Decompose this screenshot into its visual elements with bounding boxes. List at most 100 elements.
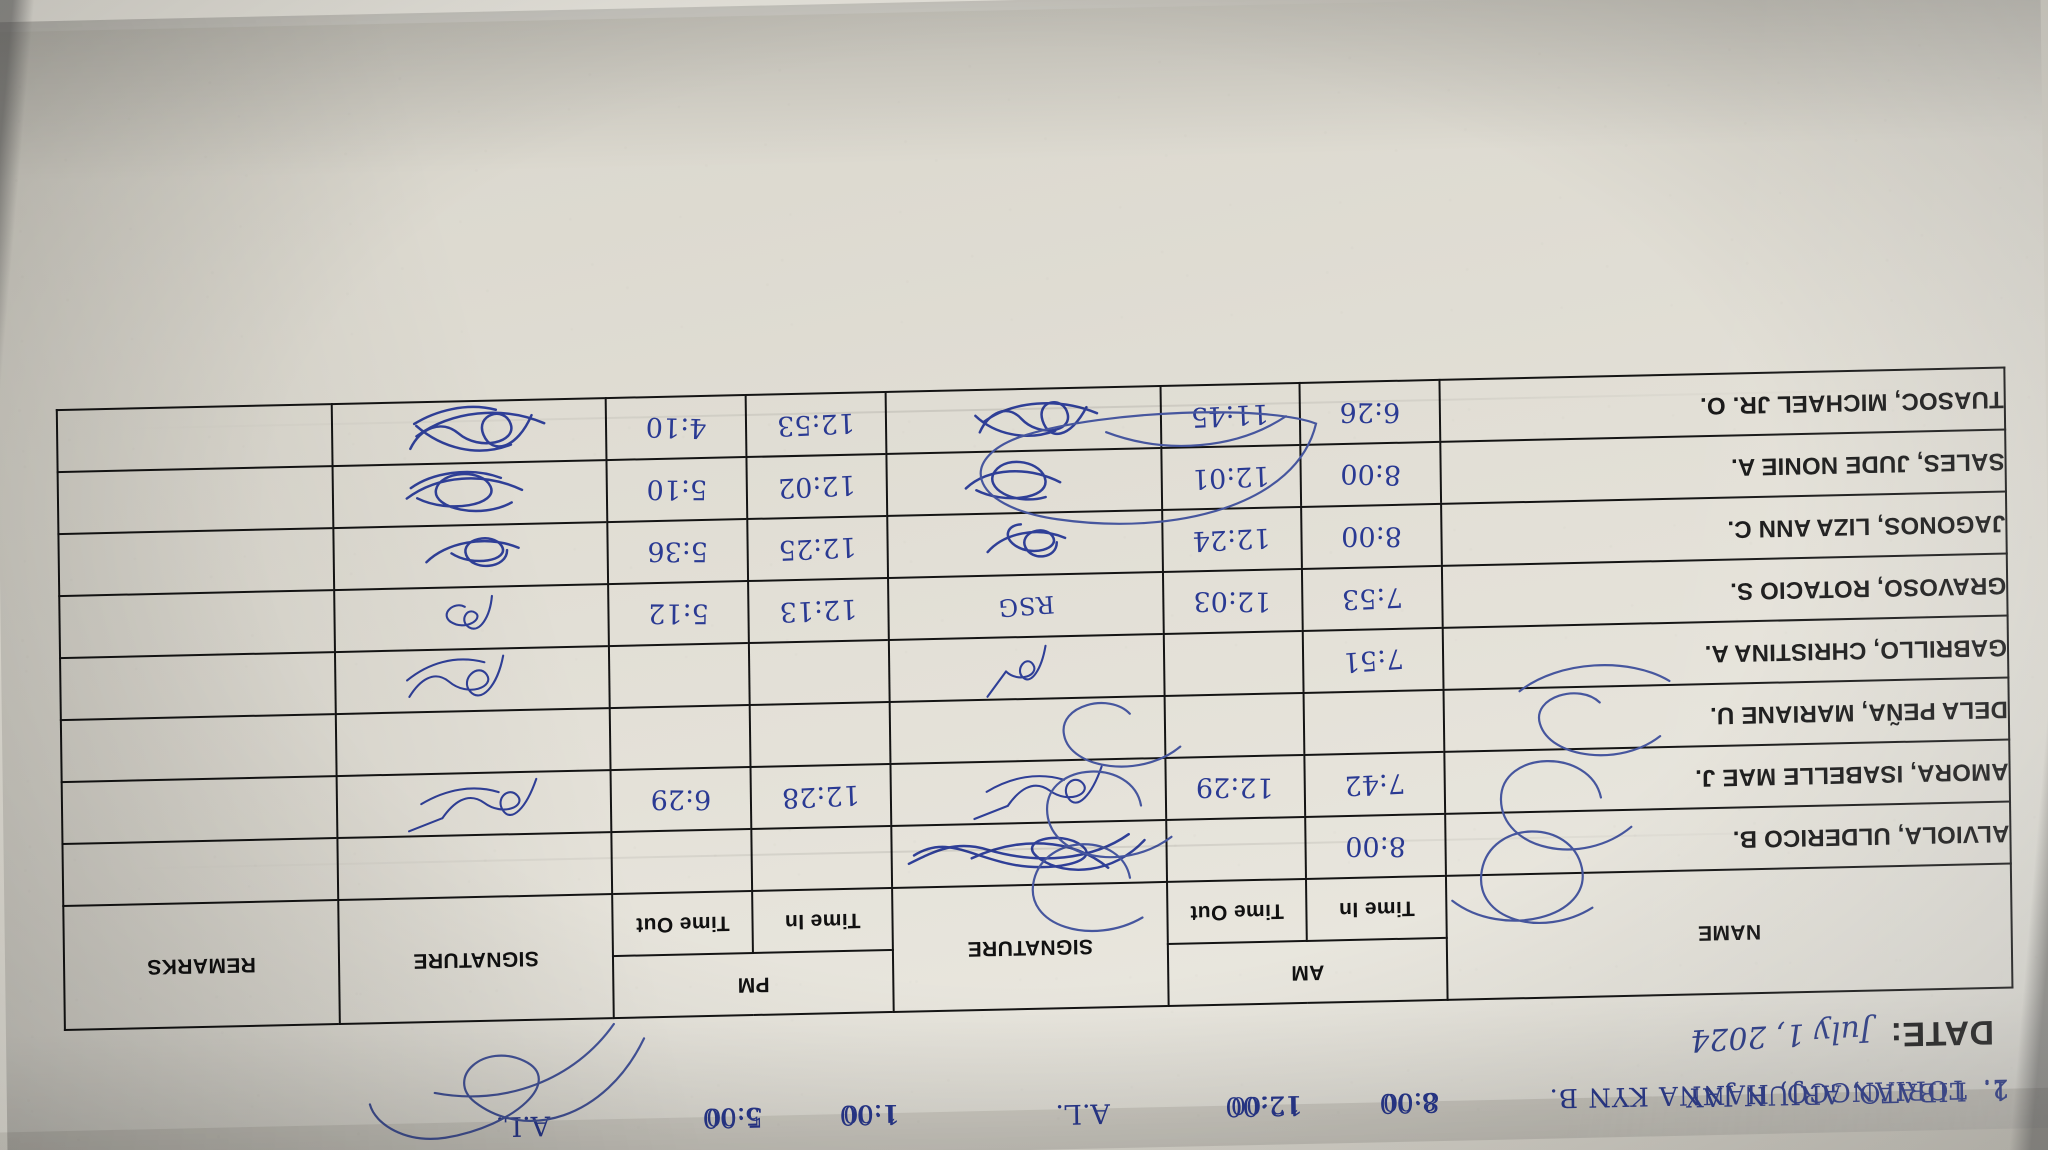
cell-pm-out[interactable]	[609, 705, 751, 771]
hw-am-out	[1166, 724, 1304, 727]
hw-pm-out: 5:12	[648, 597, 710, 630]
hw-pm-out	[613, 860, 751, 863]
signature-scribble-icon	[907, 832, 1146, 872]
hw-pm-in	[750, 671, 888, 674]
cell-am-out[interactable]	[1163, 630, 1304, 696]
overflow-pm-out: 5:00	[705, 1101, 761, 1132]
cell-pm-out[interactable]: 4:10	[605, 395, 747, 461]
cell-pm-in[interactable]: 12:25	[747, 515, 889, 582]
cell-pm-signature[interactable]	[332, 460, 608, 529]
cell-pm-signature[interactable]	[331, 398, 607, 467]
cell-remarks[interactable]	[56, 404, 333, 473]
cell-pm-out[interactable]: 5:10	[606, 457, 748, 523]
cell-pm-signature[interactable]	[335, 708, 611, 777]
signature-scribble-icon	[964, 460, 1061, 501]
cell-am-out[interactable]: 12:03	[1162, 568, 1304, 634]
cell-am-in[interactable]: 6:26	[1299, 379, 1441, 445]
cell-am-in[interactable]: 7:51	[1303, 627, 1444, 693]
hw-pm-in: 12:13	[779, 593, 858, 628]
cell-pm-out[interactable]: 5:12	[608, 581, 749, 647]
cell-pm-signature[interactable]	[334, 646, 610, 715]
header-remarks: REMARKS	[63, 900, 340, 1031]
signature-scribble-icon	[985, 644, 1047, 698]
cell-am-out[interactable]: 12:29	[1164, 754, 1306, 820]
cell-am-in[interactable]: 8:00	[1300, 441, 1442, 507]
header-pm-time-out: Time Out	[612, 891, 754, 957]
overflow-am-out: 12:00	[1230, 1090, 1301, 1120]
cell-am-in[interactable]: 8:00	[1305, 813, 1447, 879]
table-row: GRAVOSO, ROTACIO S. 7:53 12:03 RSG 12:13…	[59, 553, 2008, 659]
cell-am-in[interactable]: 8:00	[1301, 503, 1443, 569]
hw-am-out: 12:03	[1193, 585, 1272, 618]
hw-am-in: 7:53	[1341, 581, 1404, 616]
cell-remarks[interactable]	[57, 466, 333, 535]
cell-remarks[interactable]	[60, 714, 337, 783]
cell-am-signature[interactable]	[885, 385, 1161, 454]
cell-remarks[interactable]	[58, 528, 334, 597]
overflow-pm-signature: A.L.	[495, 1109, 551, 1142]
attendance-table: NAME AM SIGNATURE PM SIGNATURE REMARKS T…	[56, 367, 2014, 1032]
cell-am-signature[interactable]: RSG	[888, 571, 1164, 640]
cell-am-in[interactable]	[1303, 689, 1445, 755]
cell-am-signature[interactable]	[890, 757, 1166, 826]
cell-pm-in[interactable]: 12:02	[746, 453, 888, 520]
cell-am-signature[interactable]	[889, 695, 1165, 764]
header-pm-signature: SIGNATURE	[337, 894, 614, 1025]
cell-am-out[interactable]: 12:01	[1160, 444, 1302, 510]
cell-pm-in[interactable]	[748, 639, 890, 706]
cell-pm-in[interactable]	[751, 825, 893, 892]
cell-name: GRAVOSO, ROTACIO S.	[1442, 553, 2008, 628]
cell-am-signature[interactable]	[891, 819, 1167, 888]
cell-remarks[interactable]	[59, 590, 335, 659]
cell-am-in[interactable]: 7:53	[1302, 565, 1444, 631]
signature-scribble-icon	[985, 523, 1066, 558]
signature-scribble-icon	[425, 537, 521, 568]
cell-am-out[interactable]	[1164, 692, 1305, 758]
hw-pm-out	[611, 736, 749, 739]
hw-pm-out: 5:10	[646, 473, 708, 506]
signature-scribble-icon	[406, 654, 505, 698]
signature-scribble-icon	[445, 594, 494, 630]
signature-scribble-icon	[972, 765, 1103, 821]
hw-am-in: 8:00	[1345, 830, 1407, 863]
cell-am-out[interactable]	[1165, 816, 1307, 882]
cell-pm-signature[interactable]	[337, 832, 613, 901]
hw-am-out	[1167, 848, 1305, 851]
cell-pm-in[interactable]: 12:13	[748, 577, 889, 644]
header-pm-time-in: Time In	[752, 887, 893, 954]
cell-pm-out[interactable]: 6:29	[610, 767, 752, 833]
cell-name: JAGONOS, LIZA ANN C.	[1441, 491, 2007, 566]
cell-pm-out[interactable]: 5:36	[607, 519, 749, 585]
cell-pm-in[interactable]: 12:53	[745, 391, 887, 458]
hw-am-out: 12:24	[1192, 522, 1272, 557]
hw-am-signature-initials: RSG	[996, 589, 1055, 623]
cell-am-signature[interactable]	[887, 509, 1163, 578]
hw-pm-in	[751, 733, 889, 736]
cell-pm-in[interactable]	[749, 701, 891, 768]
cell-pm-signature[interactable]	[333, 584, 610, 653]
signature-scribble-icon	[408, 777, 538, 833]
cell-remarks[interactable]	[60, 652, 336, 721]
cell-am-signature[interactable]	[888, 633, 1165, 702]
cell-remarks[interactable]	[62, 838, 338, 907]
header-name: NAME	[1446, 863, 2013, 1000]
cell-pm-out[interactable]	[611, 829, 753, 895]
table-row: GABRILLO, CHRISTINA A. 7:51	[60, 615, 2009, 721]
cell-am-out[interactable]: 12:24	[1161, 506, 1303, 572]
hw-pm-in: 12:02	[777, 469, 857, 504]
cell-am-out[interactable]: 11:45	[1160, 382, 1301, 448]
hw-am-in: 7:42	[1344, 767, 1407, 802]
cell-am-in[interactable]: 7:42	[1304, 751, 1446, 817]
hw-pm-out: 5:36	[647, 535, 709, 568]
cell-am-signature[interactable]	[886, 447, 1162, 516]
hw-am-in	[1305, 721, 1443, 724]
cell-pm-in[interactable]: 12:28	[750, 763, 892, 830]
cell-remarks[interactable]	[61, 776, 338, 845]
cell-pm-signature[interactable]	[336, 770, 612, 839]
signature-scribble-icon	[409, 405, 546, 452]
overflow-pm-in: 1:00	[842, 1098, 898, 1129]
cell-pm-signature[interactable]	[332, 522, 609, 591]
cell-pm-out[interactable]	[609, 643, 750, 709]
header-am: AM	[1167, 937, 1448, 1006]
